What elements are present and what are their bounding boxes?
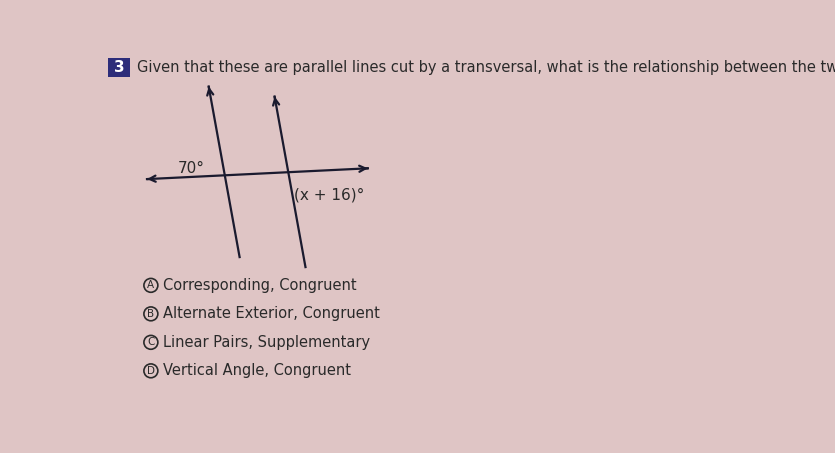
Text: 70°: 70°	[178, 161, 205, 176]
Text: 3: 3	[114, 60, 124, 75]
Text: C: C	[147, 337, 154, 347]
Text: D: D	[147, 366, 154, 376]
Text: (x + 16)°: (x + 16)°	[294, 188, 365, 203]
Text: A: A	[147, 280, 154, 290]
Text: Alternate Exterior, Congruent: Alternate Exterior, Congruent	[164, 306, 380, 321]
Text: B: B	[147, 309, 154, 319]
Text: Corresponding, Congruent: Corresponding, Congruent	[164, 278, 357, 293]
Text: Linear Pairs, Supplementary: Linear Pairs, Supplementary	[164, 335, 371, 350]
Text: Vertical Angle, Congruent: Vertical Angle, Congruent	[164, 363, 352, 378]
Text: Given that these are parallel lines cut by a transversal, what is the relationsh: Given that these are parallel lines cut …	[137, 60, 835, 75]
FancyBboxPatch shape	[109, 58, 130, 77]
